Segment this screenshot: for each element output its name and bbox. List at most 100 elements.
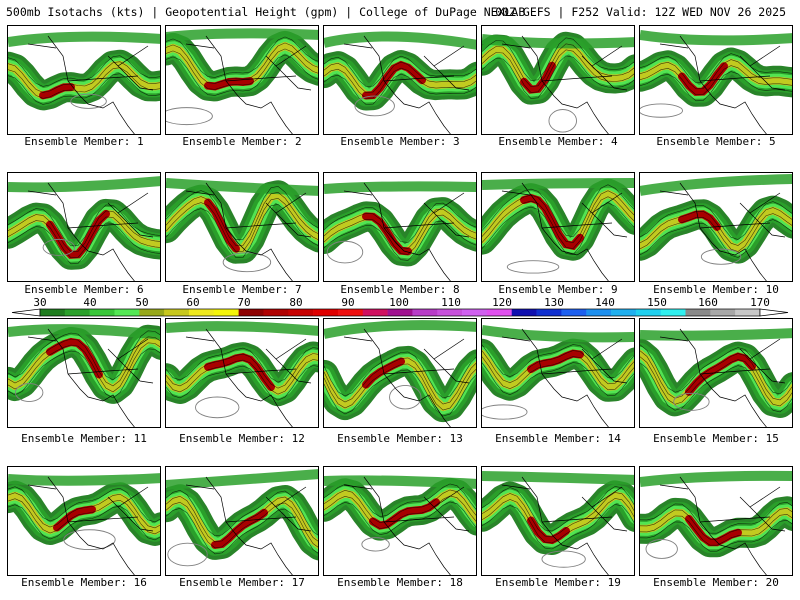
colorbar-segment xyxy=(462,309,488,316)
geopotential-height-contour xyxy=(166,353,318,389)
northern-jet-branch xyxy=(8,176,160,193)
isotach-map xyxy=(8,31,160,134)
isotach-low-contour xyxy=(361,537,390,552)
colorbar-segment xyxy=(313,309,339,316)
northern-jet-branch xyxy=(8,31,160,47)
northern-jet-branch xyxy=(166,469,318,490)
jet-core-max-wind xyxy=(204,352,275,391)
colorbar-tick-label: 140 xyxy=(595,296,615,309)
colorbar-right-arrow xyxy=(759,308,789,317)
geopotential-height-contour xyxy=(166,365,318,401)
isotach-map xyxy=(324,320,476,427)
jet-core-max-wind xyxy=(685,352,756,396)
northern-jet-branch xyxy=(8,473,160,486)
colorbar-tick-label: 40 xyxy=(83,296,96,309)
ensemble-member-caption: Ensemble Member: 11 xyxy=(21,432,147,445)
geopotential-height-contour xyxy=(166,54,318,96)
jet-core-max-wind xyxy=(53,505,96,532)
colorbar-tick-label: 70 xyxy=(237,296,250,309)
isotach-map xyxy=(482,178,634,281)
geopotential-height-contour xyxy=(482,356,634,391)
ensemble-map-panel xyxy=(165,25,319,135)
ensemble-map-panel xyxy=(481,466,635,576)
ensemble-member-caption: Ensemble Member: 5 xyxy=(656,135,776,148)
jet-core-max-wind xyxy=(520,61,556,94)
colorbar-segment xyxy=(511,309,537,316)
jet-core-max-wind xyxy=(39,83,75,100)
ensemble-member-caption: Ensemble Member: 1 xyxy=(24,135,144,148)
geopotential-height-contour xyxy=(324,73,476,105)
northern-jet-branch xyxy=(640,174,792,196)
ensemble-member-caption: Ensemble Member: 4 xyxy=(498,135,618,148)
geopotential-height-contour xyxy=(640,507,792,540)
product-title: 500mb Isotachs (kts) | Geopotential Heig… xyxy=(6,5,526,19)
ensemble-map-panel xyxy=(481,25,635,135)
colorbar-segment xyxy=(635,309,661,316)
geopotential-height-contour xyxy=(640,519,792,552)
geopotential-height-contour xyxy=(8,504,160,541)
isotach-map xyxy=(166,178,318,281)
title-bar: 500mb Isotachs (kts) | Geopotential Heig… xyxy=(0,0,800,22)
geopotential-height-contour xyxy=(8,336,160,387)
geopotential-height-contour xyxy=(324,351,476,399)
colorbar-left-arrow xyxy=(11,308,41,317)
ensemble-member-caption: Ensemble Member: 12 xyxy=(179,432,305,445)
geopotential-height-contour xyxy=(166,185,318,241)
isotach-low-contour xyxy=(195,396,240,419)
isotach-map xyxy=(324,475,476,575)
colorbar-segment xyxy=(387,309,413,316)
jet-core-max-wind xyxy=(520,193,584,251)
northern-jet-branch xyxy=(640,328,792,341)
ensemble-member-caption: Ensemble Member: 3 xyxy=(340,135,460,148)
isotach-low-contour xyxy=(14,383,44,402)
isotach-low-contour xyxy=(326,240,364,264)
colorbar-segment xyxy=(437,309,463,316)
geopotential-height-contour xyxy=(324,501,476,535)
coastline-outline xyxy=(27,328,154,427)
colorbar-tick-label: 90 xyxy=(341,296,354,309)
geopotential-height-contour xyxy=(324,214,476,255)
isotach-map xyxy=(8,324,160,427)
geopotential-height-contour xyxy=(8,73,160,105)
colorbar-tick-label: 30 xyxy=(33,296,46,309)
geopotential-height-contour xyxy=(482,196,634,250)
isotach-map xyxy=(8,473,160,575)
colorbar-tick-label: 120 xyxy=(492,296,512,309)
jet-core-max-wind xyxy=(204,198,240,253)
colorbar-segment xyxy=(611,309,637,316)
coastline-outline xyxy=(501,182,628,281)
geopotential-height-contour xyxy=(324,220,476,261)
coastline-outline xyxy=(343,182,470,281)
colorbar-segment xyxy=(238,309,264,316)
northern-jet-branch xyxy=(640,30,792,46)
geopotential-height-contour xyxy=(482,350,634,385)
colorbar-tick-label: 160 xyxy=(698,296,718,309)
geopotential-height-contour xyxy=(324,55,476,87)
ensemble-member-caption: Ensemble Member: 14 xyxy=(495,432,621,445)
geopotential-height-contour xyxy=(166,36,318,78)
isotach-low-contour xyxy=(222,252,272,273)
ensemble-map-panel xyxy=(7,466,161,576)
isotach-low-contour xyxy=(700,248,742,265)
ensemble-member-caption: Ensemble Member: 15 xyxy=(653,432,779,445)
geopotential-height-contour xyxy=(640,219,792,258)
isotach-map xyxy=(166,321,318,427)
colorbar-segment xyxy=(412,309,438,316)
ensemble-map-panel xyxy=(639,172,793,282)
geopotential-height-contour xyxy=(482,43,634,87)
colorbar-segment xyxy=(735,309,761,316)
geopotential-height-contour xyxy=(640,501,792,534)
geopotential-height-contour xyxy=(324,363,476,411)
geopotential-height-contour xyxy=(482,486,634,532)
colorbar-segment xyxy=(536,309,562,316)
geopotential-height-contour xyxy=(166,495,318,543)
northern-jet-branch xyxy=(324,320,476,339)
isotach-low-contour xyxy=(541,550,586,568)
geopotential-height-contour xyxy=(482,362,634,397)
isotach-low-contour xyxy=(167,542,208,567)
ensemble-member-caption: Ensemble Member: 13 xyxy=(337,432,463,445)
coastline-outline xyxy=(659,328,786,427)
colorbar-tick-label: 150 xyxy=(647,296,667,309)
ensemble-member-caption: Ensemble Member: 9 xyxy=(498,283,618,296)
colorbar-segment xyxy=(586,309,612,316)
